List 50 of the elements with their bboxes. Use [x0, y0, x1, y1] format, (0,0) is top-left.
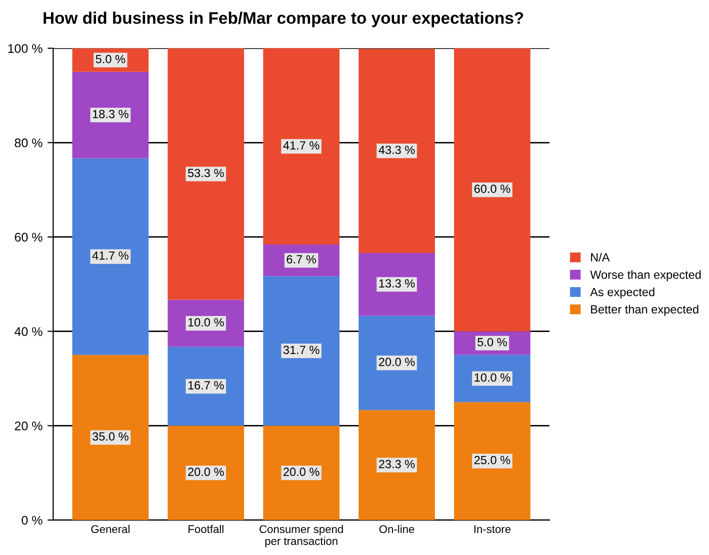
bar — [72, 72, 149, 158]
data-label: 5.0 % — [478, 338, 507, 346]
data-label: 60.0 % — [474, 184, 510, 193]
data-label: 41.7 % — [283, 141, 320, 150]
x-tick-label: Consumer spend per transaction — [260, 524, 343, 548]
bar — [168, 48, 244, 300]
bar — [72, 354, 149, 520]
y-tick-label: 0 % — [22, 516, 42, 525]
data-label: 35.0 % — [92, 432, 128, 441]
y-tick-label: 80 % — [14, 138, 42, 148]
data-label: 13.3 % — [379, 279, 415, 288]
legend-label: Better than expected — [591, 304, 698, 316]
data-label: 43.3 % — [378, 146, 415, 154]
data-label: 31.7 % — [283, 346, 320, 354]
chart-title: How did business in Feb/Mar compare to your expectations? — [44, 12, 524, 28]
x-tick-label: On-line — [379, 524, 414, 534]
data-label: 18.3 % — [92, 110, 128, 118]
data-label: 6.7 % — [286, 255, 316, 264]
legend-label: Worse than expected — [590, 270, 701, 282]
bar — [168, 346, 244, 426]
data-label: 20.0 % — [284, 468, 320, 476]
x-tick-label: In-store — [474, 525, 511, 534]
bar — [454, 48, 530, 332]
bar — [168, 426, 244, 520]
data-label: 25.0 % — [474, 456, 510, 464]
bar — [358, 48, 435, 254]
data-label: 53.3 % — [188, 168, 224, 178]
bar — [263, 426, 340, 520]
bar — [263, 276, 340, 426]
y-tick-label: 100 % — [8, 44, 42, 53]
legend-label: N/A — [591, 252, 610, 262]
y-tick-label: 20 % — [14, 421, 42, 430]
data-label: 10.0 % — [188, 318, 224, 326]
legend-label: As expected — [590, 288, 654, 299]
y-tick-label: 40 % — [14, 327, 42, 336]
data-label: 10.0 % — [474, 373, 510, 382]
bar — [454, 402, 530, 520]
data-label: 41.7 % — [92, 251, 128, 260]
data-label: 16.7 % — [188, 381, 224, 390]
data-label: 20.0 % — [188, 468, 224, 476]
data-label: 5.0 % — [96, 54, 126, 64]
bar — [358, 410, 435, 520]
bar — [263, 48, 340, 245]
x-tick-label: General — [91, 524, 130, 534]
x-tick-label: Footfall — [188, 524, 224, 534]
data-label: 20.0 % — [378, 358, 415, 366]
y-tick-label: 60 % — [14, 232, 42, 242]
bar — [72, 158, 149, 355]
data-label: 23.3 % — [378, 460, 415, 468]
bar — [358, 316, 435, 410]
